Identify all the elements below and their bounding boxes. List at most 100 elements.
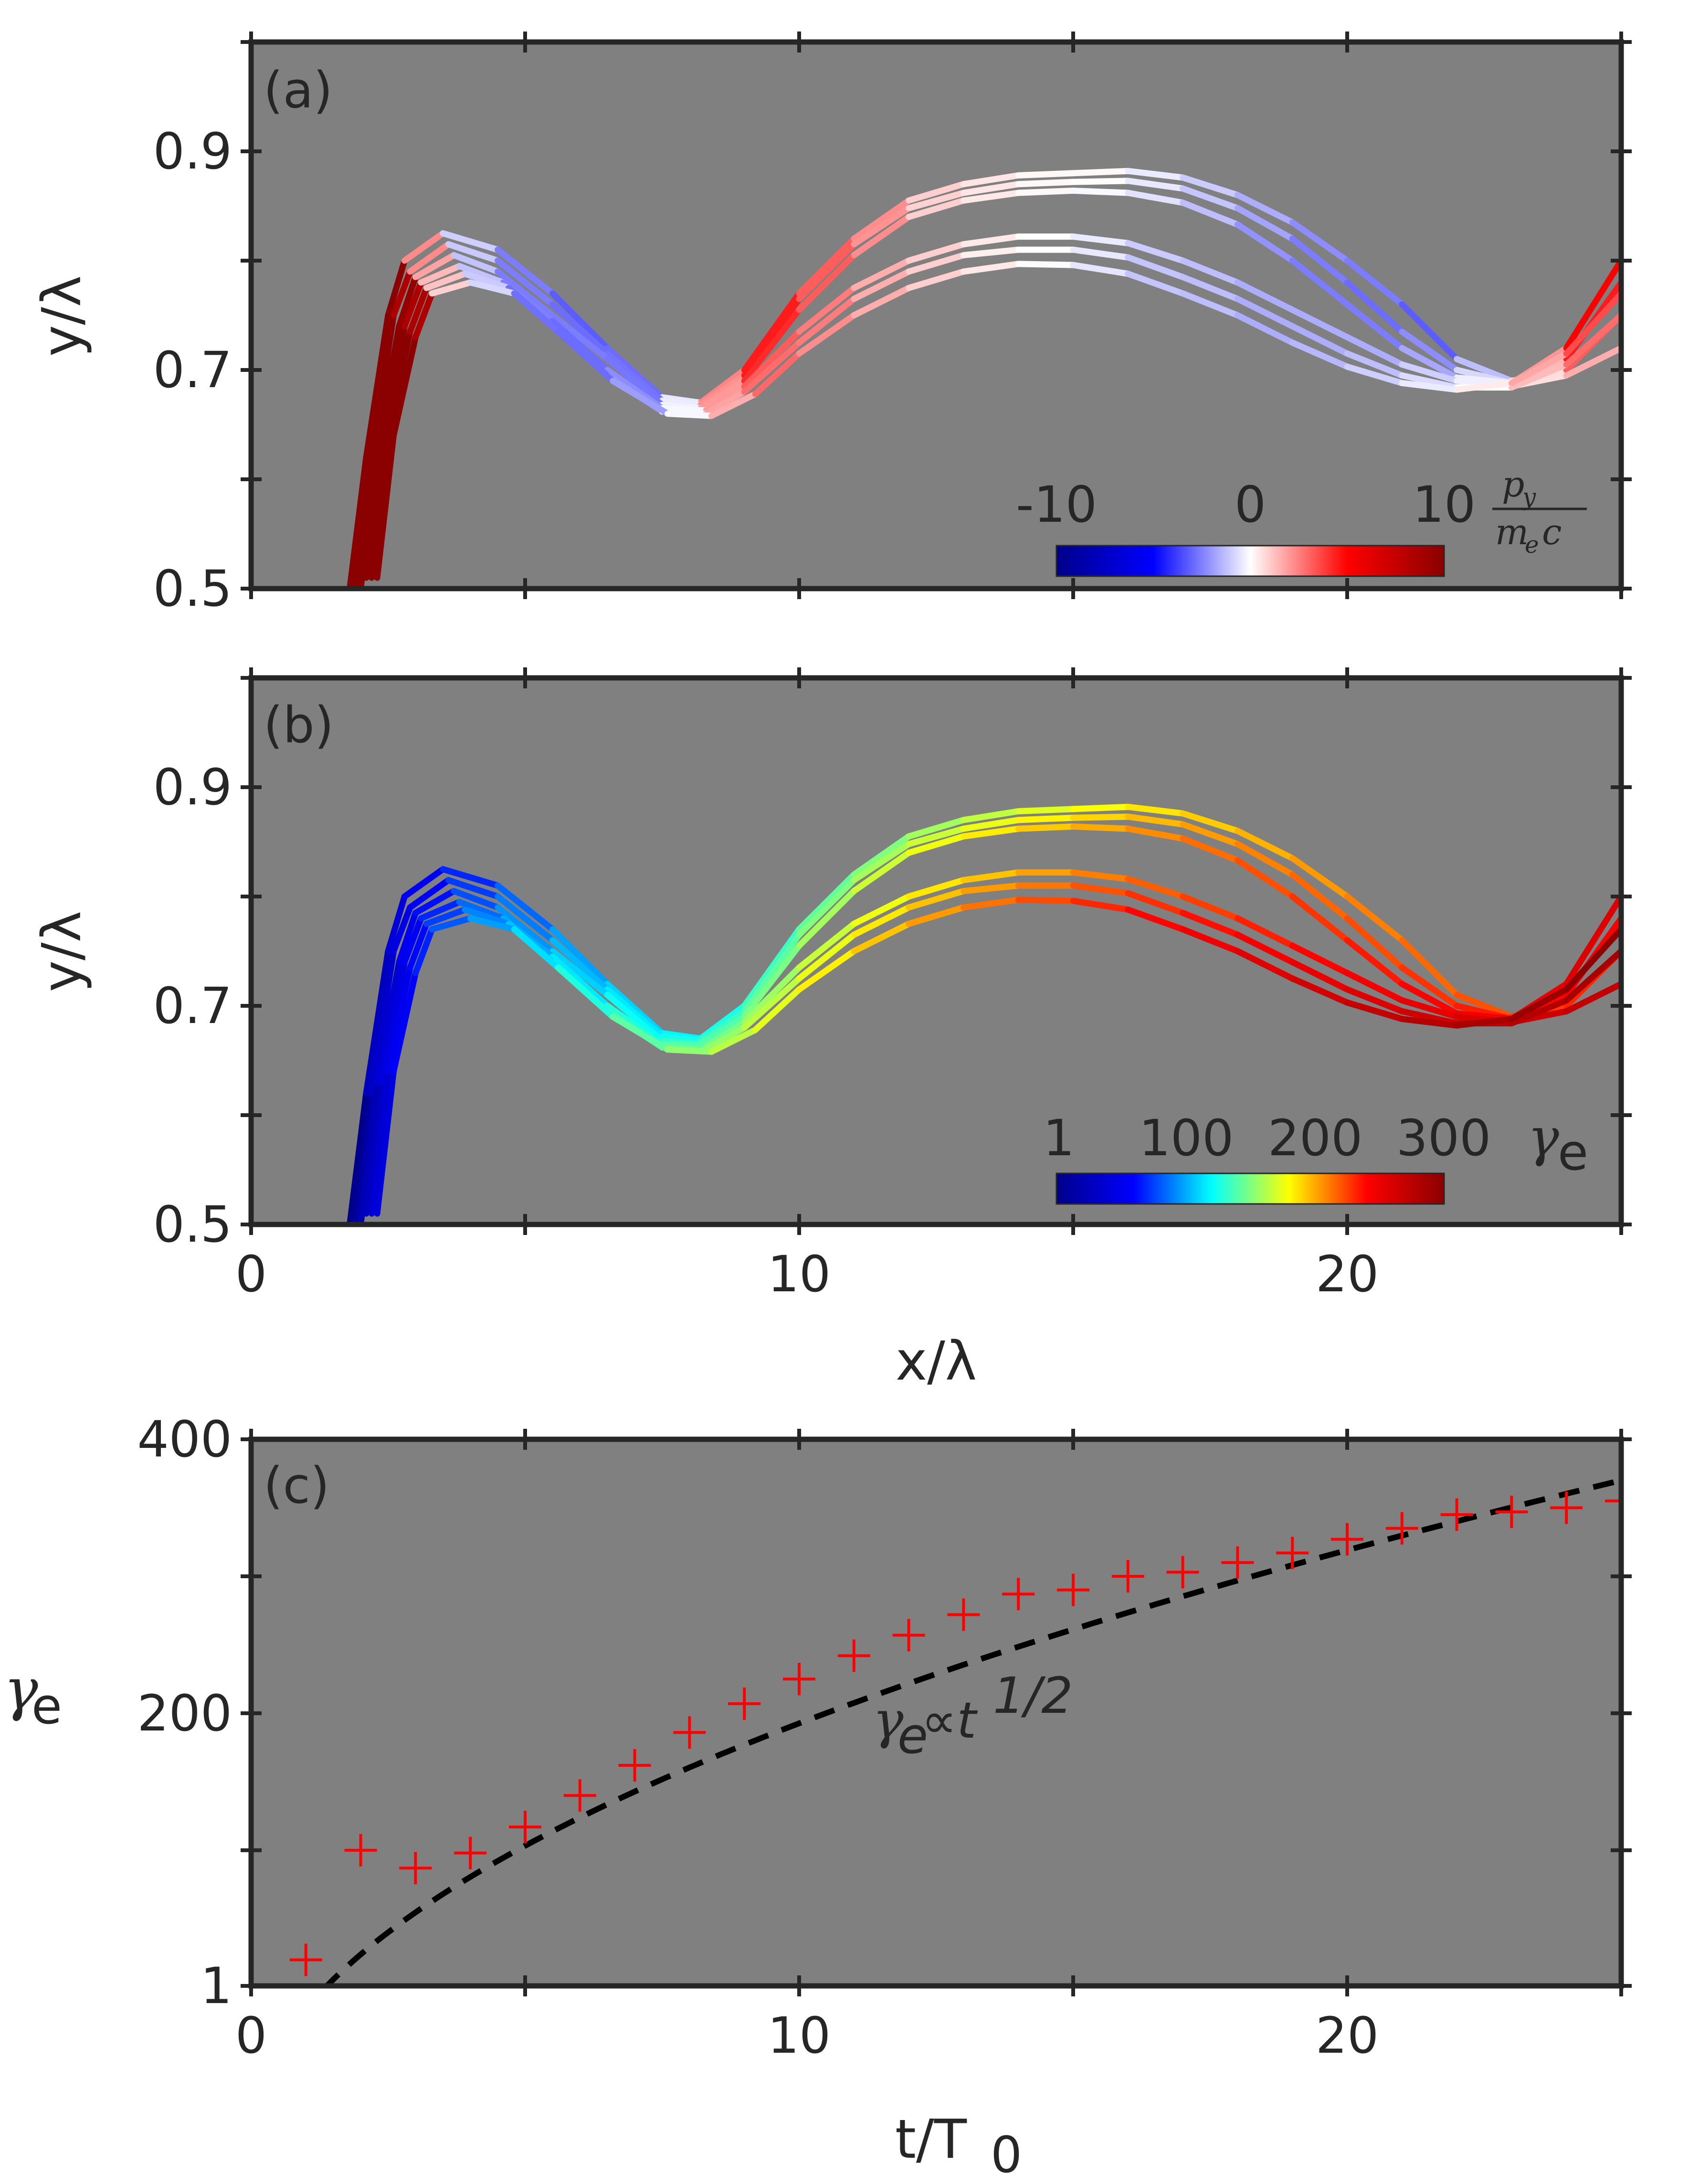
trajectory-5-segment (851, 268, 912, 302)
trajectory-3-segment (604, 356, 665, 408)
trajectory-6-segment (1234, 948, 1296, 982)
trajectory-5-segment (741, 339, 802, 395)
trajectory-1-segment (796, 235, 857, 297)
data-marker (618, 1749, 651, 1782)
colorbar-a-label-den-tail: c (1542, 512, 1562, 553)
trajectory-4-segment (906, 877, 967, 900)
trajectory-6-segment (1070, 262, 1131, 277)
trajectory-3-segment (851, 213, 912, 259)
panel-c-xlabel-main: t/T (895, 2109, 967, 2171)
colorbar-a-tick-0: -10 (1016, 475, 1097, 534)
panel-c-background (251, 1439, 1621, 1986)
trajectory-6-segment (1563, 290, 1621, 357)
trajectory-3-segment (358, 443, 380, 589)
trajectory-3-segment (906, 197, 967, 220)
trajectory-6-segment (390, 334, 419, 439)
trajectory-6-segment (1454, 380, 1515, 393)
trajectory-5-segment (741, 975, 802, 1031)
trajectory-4-segment (960, 233, 1022, 248)
trajectory-4-segment (659, 405, 709, 414)
trajectory-4-segment (418, 263, 463, 286)
trajectory-6-segment (752, 986, 802, 1033)
trajectory-4-segment (703, 383, 748, 414)
data-marker (563, 1779, 596, 1812)
trajectory-4-segment (1070, 869, 1131, 882)
trajectory-4-segment (363, 1079, 386, 1217)
trajectory-5-segment (796, 931, 857, 982)
trajectory-5-segment (906, 252, 967, 275)
trajectory-6-segment (1454, 1015, 1515, 1029)
trajectory-5-segment (1234, 295, 1296, 329)
data-marker (1276, 1537, 1309, 1570)
trajectory-5-segment (385, 964, 413, 1075)
trajectory-4-segment (741, 964, 802, 1025)
trajectory-3-segment (412, 252, 457, 280)
panel-c: 0 10 20 1 200 400 (c) γ e t/T 0 γ e ∝t 1/2 (4, 1410, 1632, 2184)
trajectory-3-segment (1344, 937, 1405, 987)
panel-c-xlabel: t/T 0 (895, 2109, 1022, 2184)
trajectory-6-segment (1015, 261, 1077, 268)
trajectory-1-segment (1125, 168, 1186, 181)
trajectory-3-segment (604, 992, 665, 1044)
trajectory-3-segment (1015, 187, 1077, 196)
colorbar-b-tick-0: 1 (1043, 1109, 1075, 1167)
trajectory-2-segment (495, 257, 556, 308)
colorbar-b-tick-3: 300 (1396, 1109, 1491, 1167)
trajectory-4-segment (363, 443, 386, 581)
trajectory-5-segment (1180, 274, 1241, 302)
trajectory-2-segment (549, 937, 611, 993)
trajectory-6-segment (960, 261, 1022, 275)
trajectory-6-segment (1508, 350, 1570, 386)
trajectory-5-segment (1070, 246, 1131, 261)
trajectory-2-segment (960, 817, 1022, 832)
trajectory-3-segment (549, 948, 611, 998)
trajectory-5-segment (1344, 986, 1405, 1014)
data-marker (1057, 1573, 1089, 1606)
trajectory-5-segment (960, 246, 1022, 259)
fit-annotation-sub: e (897, 1707, 928, 1765)
trajectory-5-segment (423, 906, 468, 927)
trajectory-1-segment (363, 312, 391, 461)
y-tick-label: 0.5 (153, 559, 232, 618)
trajectory-2-segment (1234, 205, 1296, 242)
trajectory-3-segment (1180, 200, 1241, 228)
panel-c-plot (289, 1477, 1621, 1986)
trajectory-1-segment (741, 926, 802, 1009)
trajectory-6-segment (1508, 986, 1570, 1022)
trajectory-6-segment (906, 904, 967, 927)
colorbar-b-tick-2: 200 (1268, 1109, 1363, 1167)
trajectory-6-segment (1125, 270, 1186, 297)
panel-b-xlabel: x/λ (896, 1330, 977, 1393)
trajectory-4-segment (1289, 306, 1351, 340)
trajectory-4-segment (796, 920, 857, 971)
colorbar-b-bar (1056, 1172, 1445, 1205)
panel-a-frame (248, 39, 1624, 591)
trajectory-3-segment (451, 252, 501, 275)
trajectory-3-segment (451, 888, 501, 911)
fit-annotation: γ e ∝t 1/2 (873, 1667, 1073, 1765)
trajectory-3-segment (960, 825, 1022, 840)
trajectory-4-segment (1289, 942, 1351, 976)
trajectory-4-segment (1125, 876, 1186, 900)
colorbar-b: 1 100 200 300 γ e (1043, 1107, 1588, 1205)
trajectory-1-segment (1344, 893, 1405, 944)
trajectory-3-segment (1070, 823, 1131, 832)
colorbar-a: -10 0 10 p y m e c (1016, 464, 1587, 577)
trajectory-4-segment (1125, 240, 1186, 264)
trajectory-1-segment (851, 197, 912, 242)
trajectory-6-segment (1180, 290, 1241, 318)
trajectory-1-segment (1289, 855, 1351, 900)
trajectory-4-segment (960, 869, 1022, 884)
trajectory-6-segment (664, 411, 715, 419)
trajectory-1-segment (385, 893, 408, 954)
y-tick-label: 0.9 (153, 122, 232, 180)
trajectory-5-segment (851, 904, 912, 938)
trajectory-4-segment (1399, 997, 1460, 1020)
y-tick-label: 0.7 (153, 977, 232, 1035)
trajectory-1-segment (495, 882, 556, 933)
trajectory-3-segment (741, 942, 802, 1020)
colorbar-a-label-den-sub: e (1525, 531, 1539, 559)
trajectory-2-segment (390, 904, 413, 954)
x-tick-label: 20 (1316, 2006, 1379, 2065)
panel-c-ylabel-greek: γ (4, 1656, 38, 1723)
